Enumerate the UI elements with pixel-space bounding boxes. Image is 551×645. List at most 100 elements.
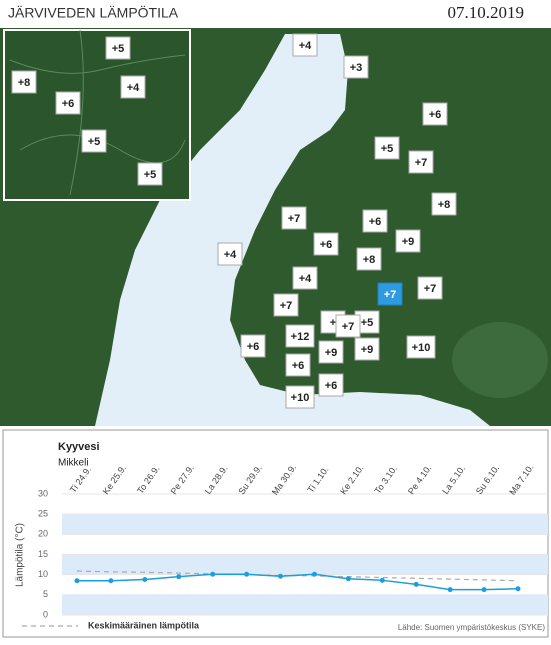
label-box (55, 91, 81, 115)
temperature-label: +5 (81, 129, 107, 153)
label-box (362, 209, 388, 233)
label-box (374, 136, 400, 160)
label-box (137, 162, 163, 186)
grid-band (62, 554, 548, 575)
temperature-label: +10 (406, 335, 436, 359)
temperature-label: +4 (292, 266, 318, 290)
label-text: +6 (292, 360, 305, 372)
label-text: +6 (62, 98, 75, 110)
grid-band (62, 594, 548, 615)
temperature-label: +7 (377, 282, 403, 306)
temperature-label: +9 (395, 229, 421, 253)
label-box (318, 373, 344, 397)
temperature-label: +7 (408, 150, 434, 174)
sea (300, 55, 335, 100)
temperature-label: +7 (273, 293, 299, 317)
label-text: +6 (369, 216, 382, 228)
grid-band (62, 514, 548, 535)
label-box (285, 385, 315, 409)
label-box (417, 276, 443, 300)
label-text: +8 (363, 254, 376, 266)
temperature-label: +9 (354, 337, 380, 361)
region (452, 322, 548, 398)
point (345, 576, 351, 582)
temperature-label: +5 (374, 136, 400, 160)
point (278, 573, 284, 579)
point (74, 578, 80, 584)
label-box (217, 242, 243, 266)
label-text: +12 (291, 331, 310, 343)
label-box (406, 335, 436, 359)
series-line (77, 573, 519, 591)
label-box (431, 192, 457, 216)
temperature-label: +4 (217, 242, 243, 266)
temperature-label: +8 (356, 247, 382, 271)
temperature-label: +7 (281, 206, 307, 230)
label-text: +9 (325, 347, 338, 359)
label-box (318, 340, 344, 364)
temperature-label: +8 (11, 70, 37, 94)
point (210, 571, 216, 577)
label-box (335, 314, 361, 338)
y-tick-label: 0 (43, 609, 48, 619)
point (413, 581, 419, 587)
label-box (240, 334, 266, 358)
label-box (354, 337, 380, 361)
label-text: + (330, 317, 336, 329)
y-tick-label: 10 (38, 569, 48, 579)
label-box (273, 293, 299, 317)
sea (95, 34, 490, 426)
label-text: +7 (424, 283, 437, 295)
label-text: +5 (88, 136, 101, 148)
label-text: +7 (384, 289, 397, 301)
label-text: +5 (381, 143, 394, 155)
temperature-label: +6 (240, 334, 266, 358)
label-box (408, 150, 434, 174)
temperature-label: +8 (431, 192, 457, 216)
temperature-label: +6 (422, 102, 448, 126)
temperature-label: +10 (285, 385, 315, 409)
label-box (313, 232, 339, 256)
temperature-label: +4 (120, 75, 146, 99)
temperature-label: +3 (343, 55, 369, 79)
map: +5 +8 +4 +6 +5 +5 +4 +3 +6 +5 +7 +8 +7 +6 +9 +6 +4 +8 +4 +7… (0, 28, 551, 426)
temperature-label: +12 (285, 324, 315, 348)
temperature-label: +5 (137, 162, 163, 186)
label-text: +6 (325, 380, 338, 392)
y-tick-label: 25 (38, 509, 48, 519)
point (142, 577, 148, 583)
rivers (9, 29, 186, 196)
label-text: +9 (402, 236, 415, 248)
label-text: +10 (291, 392, 310, 404)
label-text: +7 (342, 321, 355, 333)
label-box (292, 33, 318, 57)
point (447, 587, 453, 593)
label-box (285, 353, 311, 377)
label-text: +6 (429, 109, 442, 121)
label-box (281, 206, 307, 230)
temperature-label: +6 (362, 209, 388, 233)
label-text: +7 (280, 300, 293, 312)
label-box (81, 129, 107, 153)
label-text: +5 (144, 169, 157, 181)
legend-label: Keskimääräinen lämpötila (88, 620, 200, 630)
label-text: +5 (361, 317, 374, 329)
label-box (422, 102, 448, 126)
temperature-label: +5 (105, 36, 131, 60)
label-box (343, 55, 369, 79)
label-box (377, 282, 403, 306)
chart-panel: Kyyvesi Mikkeli Lämpötila (°C) Lähde: Su… (2, 429, 549, 638)
temperature-label: +9 (318, 340, 344, 364)
label-text: +7 (288, 213, 301, 225)
page-title: JÄRVIVEDEN LÄMPÖTILA (8, 4, 179, 21)
label-box (395, 229, 421, 253)
label-box (285, 324, 315, 348)
label-text: +4 (127, 82, 140, 94)
label-text: +6 (247, 341, 260, 353)
y-tick-label: 5 (43, 589, 48, 599)
point (379, 577, 385, 583)
temperature-label: +6 (285, 353, 311, 377)
label-box (120, 75, 146, 99)
label-text: +4 (299, 40, 312, 52)
